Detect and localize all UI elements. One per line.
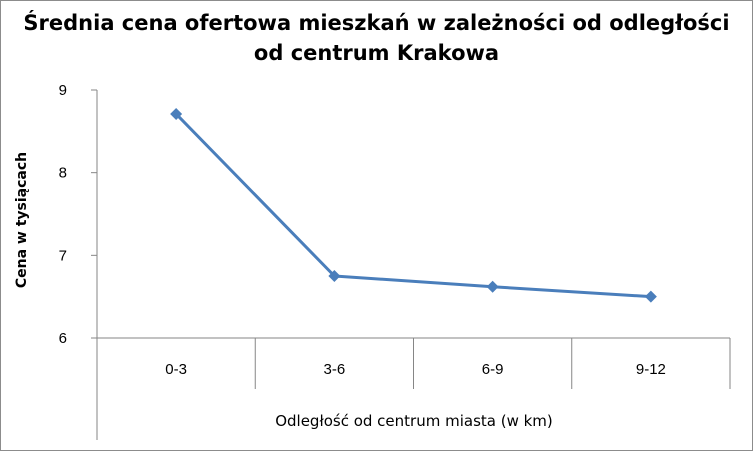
x-tick-label: 0-3 xyxy=(165,361,187,378)
x-axis-title: Odległość od centrum miasta (w km) xyxy=(275,412,553,430)
chart-title-line-2: od centrum Krakowa xyxy=(253,41,500,65)
x-tick-label: 9-12 xyxy=(636,361,666,378)
chart-title-line-1: Średnia cena ofertowa mieszkań w zależno… xyxy=(23,11,730,35)
series-line xyxy=(175,112,651,299)
y-axis-title: Cena w tysiącach xyxy=(14,152,30,288)
y-tick-label: 6 xyxy=(59,330,67,347)
x-tick-label: 6-9 xyxy=(482,361,504,378)
data-point-marker xyxy=(486,280,499,293)
y-tick-label: 8 xyxy=(59,165,67,182)
y-tick-label: 9 xyxy=(59,82,67,99)
y-tick-label: 7 xyxy=(59,247,67,264)
data-point-marker xyxy=(170,107,183,120)
data-point-marker xyxy=(644,290,657,303)
chart-title: Średnia cena ofertowa mieszkań w zależno… xyxy=(0,8,753,68)
x-tick-label: 3-6 xyxy=(324,361,346,378)
data-point-marker xyxy=(328,270,341,282)
